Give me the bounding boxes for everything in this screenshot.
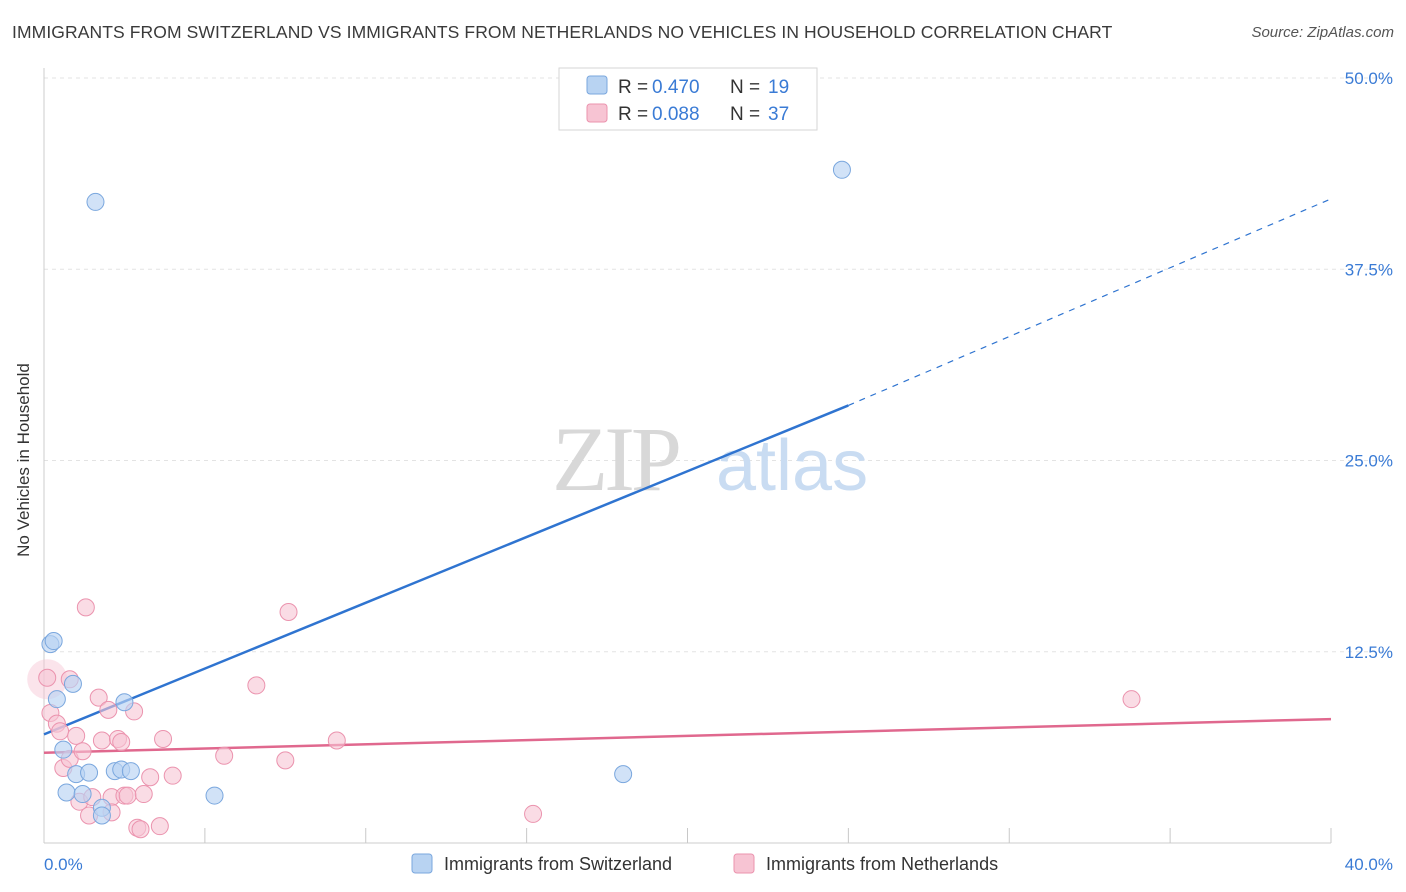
- watermark-zip: ZIP: [552, 408, 679, 510]
- gridlines: [44, 77, 1392, 653]
- point-netherlands: [247, 676, 266, 695]
- point-switzerland: [115, 693, 134, 712]
- point-netherlands: [38, 668, 57, 687]
- point-netherlands: [76, 598, 95, 617]
- stats-r-value-2: 0.088: [652, 104, 700, 125]
- point-netherlands: [163, 766, 182, 785]
- point-netherlands: [131, 820, 150, 839]
- source-label: Source: ZipAtlas.com: [1251, 24, 1394, 41]
- trend-line-netherlands: [43, 717, 1332, 754]
- series-legend: Immigrants from Switzerland Immigrants f…: [411, 853, 998, 874]
- point-switzerland: [121, 762, 140, 781]
- point-switzerland: [92, 806, 111, 825]
- y-tick-labels: 12.5% 25.0% 37.5% 50.0%: [1345, 69, 1393, 662]
- watermark-atlas: atlas: [716, 426, 868, 506]
- point-netherlands: [89, 688, 108, 707]
- point-netherlands: [67, 726, 86, 745]
- point-switzerland: [205, 786, 224, 805]
- stats-swatch-blue: [586, 75, 608, 95]
- point-switzerland: [57, 783, 76, 802]
- point-netherlands: [215, 746, 234, 765]
- x-tick-labels: 0.0% 40.0%: [44, 855, 1393, 874]
- trend-line-switzerland-extension: [848, 198, 1332, 406]
- point-netherlands: [51, 722, 70, 741]
- point-netherlands: [141, 768, 160, 787]
- stats-r-label-2: R =: [618, 104, 653, 125]
- point-switzerland: [86, 192, 105, 211]
- data-points: [27, 160, 1141, 839]
- y-tick-label: 25.0%: [1345, 452, 1393, 471]
- axes: [43, 68, 1331, 844]
- trend-line-switzerland: [43, 404, 849, 736]
- x-tick-label-min: 0.0%: [44, 855, 83, 874]
- legend-swatch-switzerland: [411, 853, 433, 874]
- point-netherlands: [1122, 690, 1141, 709]
- legend-label-switzerland: Immigrants from Switzerland: [444, 854, 672, 874]
- point-switzerland: [80, 763, 99, 782]
- point-netherlands: [73, 742, 92, 761]
- stats-n-label-2: N =: [730, 104, 765, 125]
- point-netherlands: [99, 700, 118, 719]
- stats-n-value-1: 19: [768, 77, 789, 98]
- point-netherlands: [279, 602, 298, 621]
- point-switzerland: [47, 690, 66, 709]
- watermark: ZIP atlas: [552, 408, 868, 510]
- point-switzerland: [614, 765, 633, 784]
- point-netherlands: [524, 804, 543, 823]
- stats-r-value-1: 0.470: [652, 77, 700, 98]
- stats-n-value-2: 37: [768, 104, 789, 125]
- point-netherlands: [134, 785, 153, 804]
- y-tick-label: 12.5%: [1345, 643, 1393, 662]
- stats-n-label-1: N =: [730, 77, 765, 98]
- legend-label-netherlands: Immigrants from Netherlands: [766, 854, 998, 874]
- point-switzerland: [54, 740, 73, 759]
- point-netherlands: [276, 751, 295, 770]
- chart-title: IMMIGRANTS FROM SWITZERLAND VS IMMIGRANT…: [12, 22, 1113, 42]
- point-netherlands: [92, 731, 111, 750]
- point-switzerland: [832, 160, 851, 179]
- point-netherlands: [327, 731, 346, 750]
- point-netherlands: [154, 729, 173, 748]
- legend-swatch-netherlands: [733, 853, 755, 874]
- stats-legend: R = 0.470 N = 19 R = 0.088 N = 37: [558, 67, 818, 131]
- point-switzerland: [73, 785, 92, 804]
- stats-r-label-1: R =: [618, 77, 653, 98]
- point-switzerland: [44, 632, 63, 651]
- point-netherlands: [150, 817, 169, 836]
- stats-swatch-pink: [586, 103, 608, 123]
- y-tick-label: 50.0%: [1345, 69, 1393, 88]
- x-axis-ticks: [204, 828, 1332, 843]
- trend-lines: [43, 198, 1332, 754]
- point-switzerland: [63, 674, 82, 693]
- x-tick-label-max: 40.0%: [1345, 855, 1393, 874]
- y-tick-label: 37.5%: [1345, 260, 1393, 279]
- point-netherlands: [112, 733, 131, 752]
- point-netherlands: [118, 786, 137, 805]
